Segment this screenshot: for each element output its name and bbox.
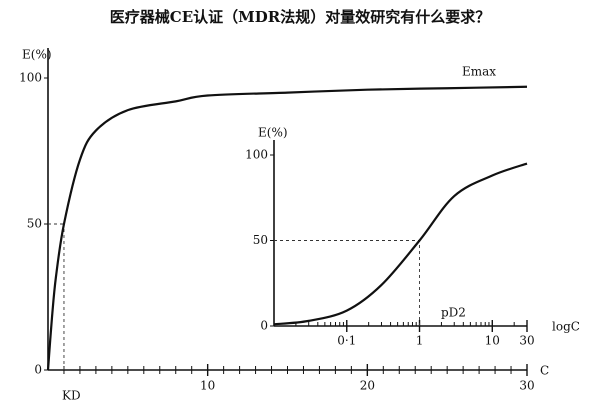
y-tick-label: 0 <box>34 363 42 377</box>
y-tick-label: 100 <box>19 71 42 85</box>
curve <box>273 162 528 326</box>
x-axis-label: logC <box>552 320 580 334</box>
x-tick-label: 1 <box>416 334 424 348</box>
x-tick-label: 10 <box>200 379 215 393</box>
x-axis-label: C <box>540 364 549 378</box>
annotation: KD <box>62 389 81 403</box>
y-axis-label: E(%) <box>22 48 52 62</box>
y-tick-label: 0 <box>260 319 268 333</box>
y-tick-label: 50 <box>27 217 42 231</box>
annotation: pD2 <box>441 306 466 320</box>
x-tick-label: 20 <box>360 379 375 393</box>
curve <box>46 85 528 371</box>
y-tick-label: 50 <box>253 233 268 247</box>
annotation: Emax <box>462 65 496 79</box>
x-tick-label: 30 <box>519 334 534 348</box>
x-tick-label: 0·1 <box>337 334 356 348</box>
y-tick-label: 100 <box>245 148 268 162</box>
x-tick-label: 10 <box>485 334 500 348</box>
page-title: 医疗器械CE认证（MDR法规）对量效研究有什么要求？ <box>110 8 490 26</box>
x-tick-label: 30 <box>519 379 534 393</box>
y-axis-label: E(%) <box>258 126 288 140</box>
